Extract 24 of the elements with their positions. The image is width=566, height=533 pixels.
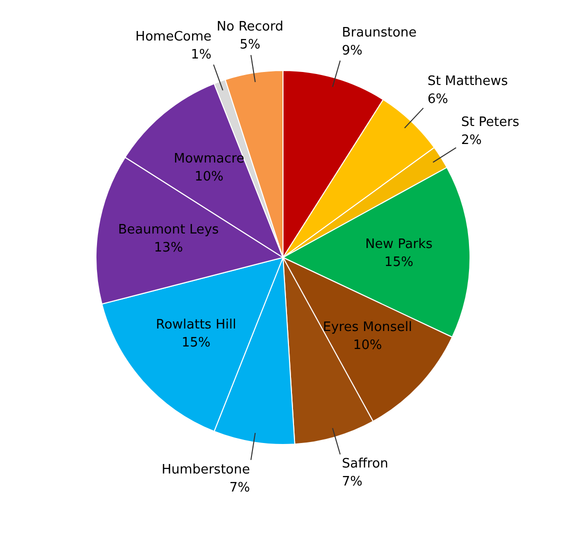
slice-label: Beaumont Leys (118, 222, 220, 238)
data-label: 15% (384, 255, 414, 270)
slice-label: St Peters (461, 114, 520, 130)
slice-label: Rowlatts Hill (156, 318, 236, 333)
data-label: 15% (182, 336, 210, 351)
slice-label: Mowmacre (174, 152, 244, 167)
data-label: 13% (154, 240, 183, 256)
slice-label: New Parks (365, 237, 433, 252)
data-label: 7% (229, 480, 250, 496)
slice-label: Eyres Monsell (322, 320, 412, 336)
slice-label: Saffron (342, 456, 388, 472)
slice-label: St Matthews (427, 74, 508, 90)
data-label: 9% (342, 43, 362, 58)
slice-label: Humberstone (162, 462, 250, 478)
data-label: 10% (194, 170, 224, 185)
slice-label: No Record (216, 19, 284, 34)
slice-label: HomeCome (135, 29, 212, 44)
data-label: 2% (461, 132, 482, 148)
data-label: 5% (240, 37, 260, 52)
data-label: 1% (190, 47, 212, 62)
slice-label: Braunstone (342, 25, 417, 40)
data-label: 6% (427, 92, 448, 108)
data-label: 7% (342, 474, 362, 490)
data-label: 10% (353, 338, 382, 354)
